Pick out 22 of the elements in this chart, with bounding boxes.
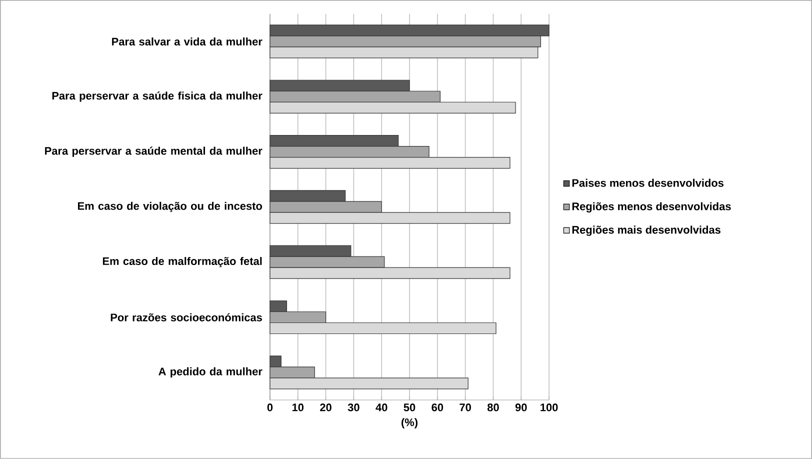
x-tick-label: 60 <box>432 404 444 412</box>
x-tick-label: 40 <box>376 404 388 412</box>
y-tick-label: Para salvar a vida da mulher <box>112 38 262 46</box>
x-tick-label: 90 <box>515 404 527 412</box>
y-tick-label: Em caso de violação ou de incesto <box>78 202 262 212</box>
x-tick-label: 70 <box>460 404 471 412</box>
x-tick-label: 0 <box>267 404 273 412</box>
y-tick-label: A pedido da mulher <box>158 367 262 378</box>
y-tick-label: Em caso de malformação fetal <box>102 257 262 268</box>
legend-label: Regiões menos desenvolvidas <box>572 202 731 213</box>
x-tick-label: 20 <box>320 404 332 412</box>
y-tick-label: Para perservar a saúde fisica da mulher <box>52 92 262 102</box>
legend-label: Regiões mais desenvolvidas <box>572 226 720 236</box>
x-tick-label: 80 <box>487 404 499 412</box>
x-tick-label: 30 <box>348 404 360 412</box>
x-tick-label: 10 <box>292 404 304 412</box>
x-tick-label: 100 <box>540 404 558 412</box>
x-axis-title: (%) <box>402 418 418 428</box>
legend-label: Paises menos desenvolvidos <box>572 178 724 187</box>
y-tick-label: Para perservar a saúde mental da mulher <box>45 146 262 157</box>
y-tick-label: Por razões socioeconómicas <box>110 313 262 322</box>
x-tick-label: 50 <box>404 404 416 412</box>
